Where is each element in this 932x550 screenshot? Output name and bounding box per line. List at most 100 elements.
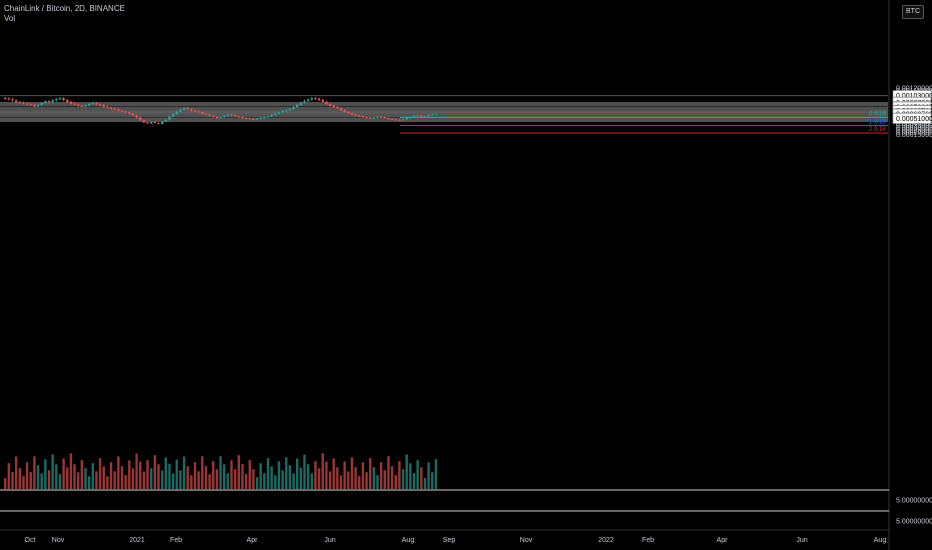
candle-body [347,111,350,114]
candle-body [131,113,135,116]
candle-body [164,119,167,122]
sr-zone [0,101,888,106]
volume-bar [164,457,167,489]
volume-bar [325,461,328,489]
candle-body [124,111,127,113]
candle-body [150,122,153,124]
candle-body [51,100,54,103]
candle-body [394,119,397,121]
volume-bar [223,464,226,489]
volume-bar [420,467,423,489]
candle-body [303,100,306,103]
candle-body [25,103,29,105]
candle-body [263,117,266,119]
volume-bar [233,469,237,489]
volume-bar [288,465,292,489]
candle-body [427,114,430,117]
candle-body [139,117,142,121]
price-tick-label: 0.00040000 [896,121,932,128]
currency-badge[interactable]: BTC [902,5,924,19]
candle-body [420,115,423,117]
candle-body [365,117,368,119]
candle-body [379,116,383,118]
volume-bar [379,462,383,489]
candle-body [339,108,343,111]
volume-bar [139,461,142,489]
candle-body [36,104,40,107]
candle-body [369,117,372,119]
sr-zone [0,117,888,122]
candle-body [157,122,160,124]
volume-bar [73,464,76,489]
time-tick-label: Feb [170,537,182,544]
volume-bar [263,473,266,489]
volume-bar [25,462,29,489]
volume-bar [277,461,281,489]
candle-body [58,98,62,100]
volume-bar [11,471,14,489]
candle-body [66,99,69,102]
volume-tick-label: 5.00000000 [896,519,932,526]
volume-bar [80,460,84,489]
candle-body [201,112,204,114]
candle-body [248,118,251,120]
volume-bar [314,461,317,489]
candle-body [398,119,401,121]
candle-body [91,103,94,105]
candle-body [73,103,76,105]
volume-bar [248,460,251,489]
volume-bar [131,468,135,489]
fib-level-label: 2.618 [868,126,886,133]
time-tick-label: Nov [52,537,65,544]
volume-bar [212,461,215,489]
candle-body [106,106,109,108]
volume-bar [409,463,412,489]
volume-bar [157,464,160,489]
candle-body [160,121,164,124]
volume-bar [230,460,233,489]
time-tick-label: Jun [324,537,335,544]
candle-body [321,99,324,102]
candle-body [376,116,379,118]
candle-body [409,116,412,119]
volume-bar [106,476,109,489]
candle-body [285,110,288,112]
time-tick-label: Oct [25,537,36,544]
candle-body [204,113,208,115]
volume-bar [296,458,299,489]
sr-zone [0,106,888,111]
candle-body [343,110,346,112]
volume-bar [427,462,430,489]
candle-body [84,105,87,107]
candle-body [190,109,193,111]
volume-bar [40,473,43,489]
candle-body [274,113,277,115]
time-tick-label: Aug [874,537,887,544]
candle-body [223,115,226,118]
volume-bar [175,459,178,489]
volume-bar [47,470,51,489]
volume-bar [77,472,80,489]
volume-bar [197,471,200,489]
time-tick-label: Feb [642,537,654,544]
volume-bar [29,472,32,489]
volume-bar [22,476,25,489]
time-tick-label: Jun [796,537,807,544]
time-tick-label: Apr [717,537,729,544]
price-tick-label: 0.00030000 [896,125,932,132]
candle-body [98,104,102,106]
volume-bar [135,453,138,489]
price-tick-label: 0.00015000 [896,132,932,139]
candle-body [197,111,200,113]
candle-body [259,117,262,119]
price-tick-label: 0.00035000 [896,123,932,130]
volume-bar [241,464,244,489]
candle-body [7,98,11,100]
candle-body [336,107,339,109]
candle-body [4,98,7,100]
chart-legend: ChainLink / Bitcoin, 2D, BINANCE Vol [4,4,125,24]
candle-body [171,114,175,117]
volume-bar [336,467,339,489]
volume-bar [369,458,372,489]
